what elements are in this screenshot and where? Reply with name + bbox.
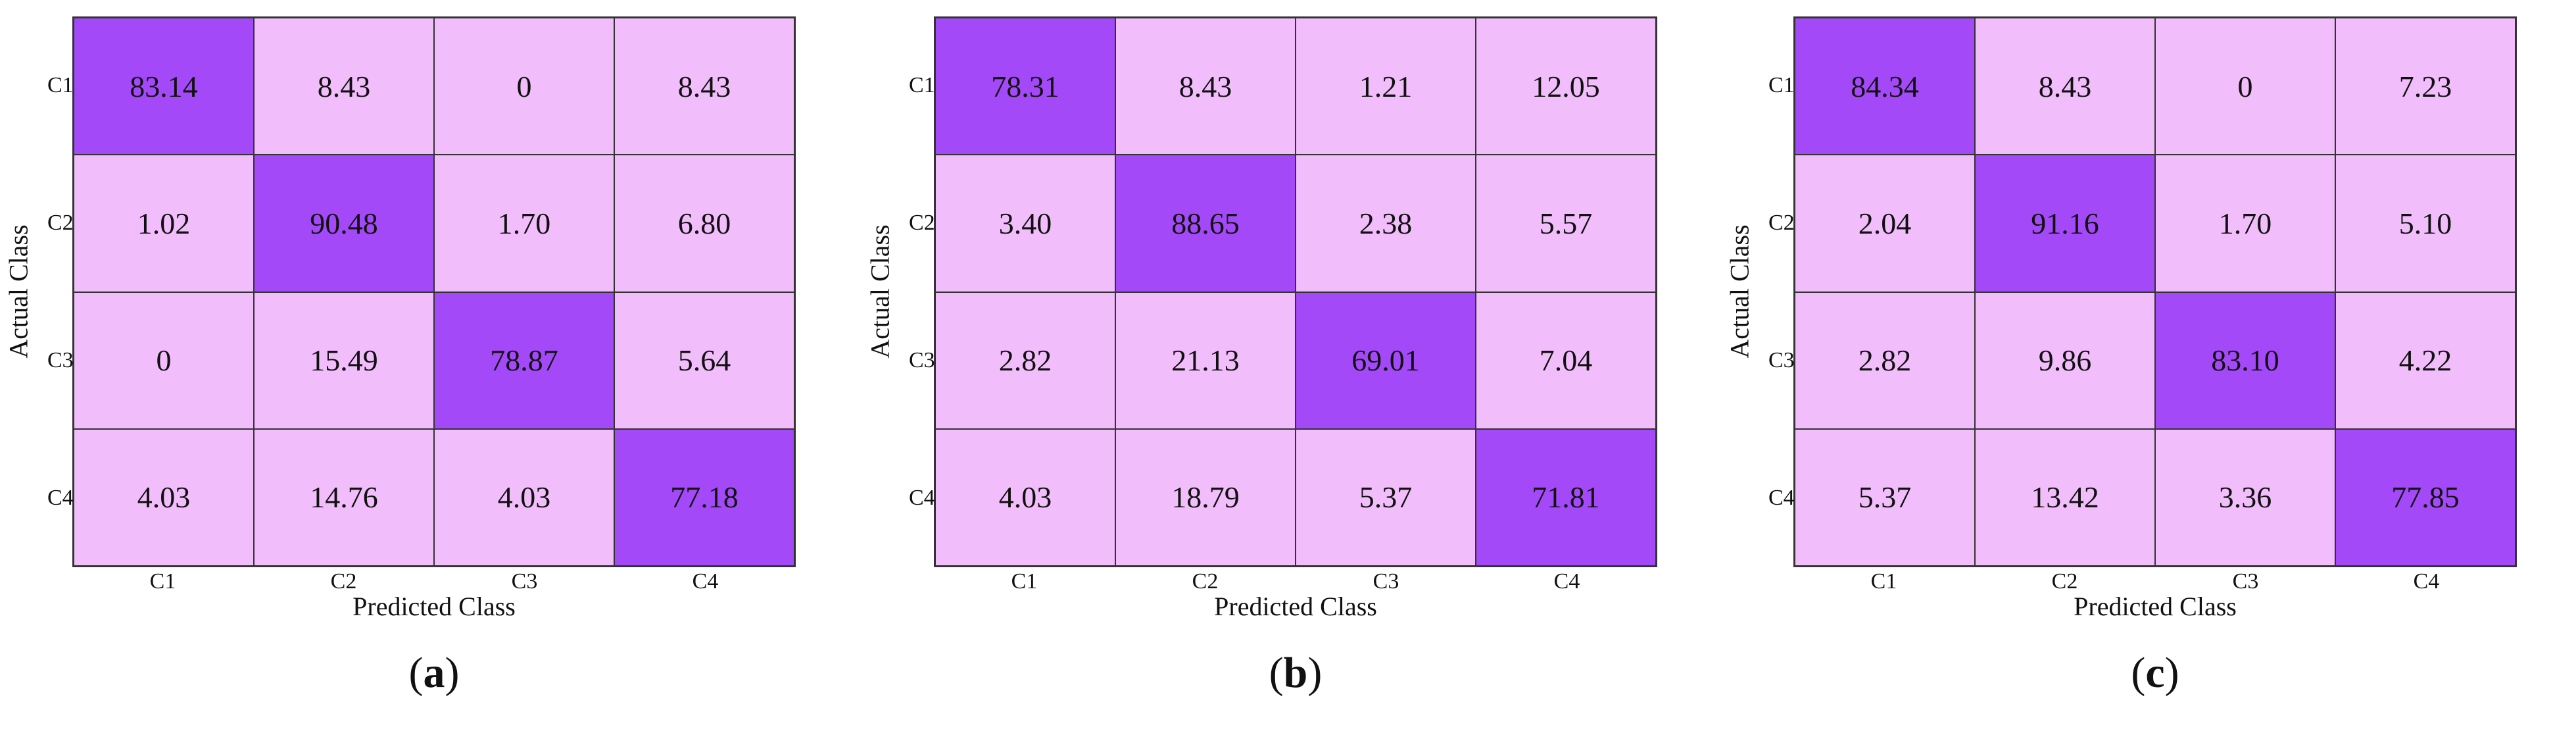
x-tick-label: C3 bbox=[1373, 569, 1399, 594]
panel-label: (b) bbox=[1269, 649, 1323, 697]
confusion-matrix-grid: 78.31 8.43 1.21 12.05 3.40 88.65 2.38 5.57 2.82 2… bbox=[934, 16, 1657, 567]
matrix-cell: 69.01 bbox=[1296, 292, 1476, 429]
y-axis-label: Actual Class bbox=[865, 224, 895, 359]
matrix-cell: 77.18 bbox=[614, 428, 794, 566]
matrix-cell: 2.04 bbox=[1795, 155, 1975, 292]
confusion-matrix-panel-c: 84.34 8.43 0 7.23 2.04 91.16 1.70 5.10 2.82 9.86 8… bbox=[1721, 0, 2576, 737]
y-tick-label: C1 bbox=[1768, 72, 1795, 97]
x-tick-label: C4 bbox=[1553, 569, 1580, 594]
matrix-cell: 12.05 bbox=[1476, 18, 1656, 155]
x-tick-label: C2 bbox=[2051, 569, 2078, 594]
x-tick-label: C1 bbox=[1870, 569, 1897, 594]
matrix-cell: 2.82 bbox=[1795, 292, 1975, 429]
matrix-cell: 7.23 bbox=[2335, 18, 2515, 155]
matrix-cell: 18.79 bbox=[1115, 428, 1296, 566]
matrix-cell: 91.16 bbox=[1975, 155, 2155, 292]
matrix-cell: 4.03 bbox=[935, 428, 1115, 566]
y-tick-label: C2 bbox=[909, 210, 935, 235]
matrix-cell: 5.10 bbox=[2335, 155, 2515, 292]
matrix-cell: 83.10 bbox=[2155, 292, 2335, 429]
matrix-cell: 1.02 bbox=[74, 155, 254, 292]
panel-letter: b bbox=[1283, 649, 1308, 697]
matrix-cell: 8.43 bbox=[1115, 18, 1296, 155]
matrix-cell: 8.43 bbox=[614, 18, 794, 155]
matrix-cell: 5.37 bbox=[1296, 428, 1476, 566]
y-tick-label: C4 bbox=[909, 486, 935, 511]
panel-label: (a) bbox=[408, 649, 460, 697]
x-tick-label: C2 bbox=[330, 569, 357, 594]
y-tick-label: C4 bbox=[47, 486, 74, 511]
confusion-matrix-grid: 84.34 8.43 0 7.23 2.04 91.16 1.70 5.10 2.82 9.86 8… bbox=[1793, 16, 2517, 567]
matrix-cell: 78.87 bbox=[434, 292, 614, 429]
x-axis-label: Predicted Class bbox=[1214, 592, 1377, 621]
panel-letter: a bbox=[423, 649, 445, 697]
x-tick-label: C3 bbox=[511, 569, 538, 594]
matrix-cell: 7.04 bbox=[1476, 292, 1656, 429]
matrix-cell: 77.85 bbox=[2335, 428, 2515, 566]
x-tick-label: C4 bbox=[2413, 569, 2440, 594]
y-axis-label: Actual Class bbox=[3, 224, 34, 359]
matrix-cell: 0 bbox=[74, 292, 254, 429]
matrix-cell: 21.13 bbox=[1115, 292, 1296, 429]
x-tick-label: C3 bbox=[2232, 569, 2259, 594]
panel-label: (c) bbox=[2131, 649, 2179, 697]
matrix-cell: 8.43 bbox=[1975, 18, 2155, 155]
matrix-cell: 88.65 bbox=[1115, 155, 1296, 292]
matrix-cell: 2.38 bbox=[1296, 155, 1476, 292]
matrix-cell: 5.64 bbox=[614, 292, 794, 429]
y-tick-label: C3 bbox=[1768, 348, 1795, 373]
matrix-cell: 0 bbox=[2155, 18, 2335, 155]
matrix-cell: 84.34 bbox=[1795, 18, 1975, 155]
matrix-cell: 83.14 bbox=[74, 18, 254, 155]
matrix-cell: 6.80 bbox=[614, 155, 794, 292]
matrix-cell: 0 bbox=[434, 18, 614, 155]
matrix-cell: 13.42 bbox=[1975, 428, 2155, 566]
matrix-cell: 2.82 bbox=[935, 292, 1115, 429]
matrix-cell: 4.22 bbox=[2335, 292, 2515, 429]
panel-letter: c bbox=[2145, 649, 2165, 697]
matrix-cell: 9.86 bbox=[1975, 292, 2155, 429]
matrix-cell: 5.37 bbox=[1795, 428, 1975, 566]
matrix-cell: 3.36 bbox=[2155, 428, 2335, 566]
matrix-cell: 8.43 bbox=[254, 18, 434, 155]
matrix-cell: 1.70 bbox=[2155, 155, 2335, 292]
y-tick-label: C1 bbox=[909, 72, 935, 97]
matrix-cell: 3.40 bbox=[935, 155, 1115, 292]
y-tick-label: C2 bbox=[1768, 210, 1795, 235]
y-tick-label: C3 bbox=[47, 348, 74, 373]
x-tick-label: C4 bbox=[692, 569, 719, 594]
matrix-cell: 5.57 bbox=[1476, 155, 1656, 292]
matrix-cell: 15.49 bbox=[254, 292, 434, 429]
x-tick-label: C1 bbox=[1011, 569, 1038, 594]
x-tick-label: C2 bbox=[1192, 569, 1219, 594]
matrix-cell: 14.76 bbox=[254, 428, 434, 566]
x-axis-label: Predicted Class bbox=[2074, 592, 2237, 621]
x-axis-label: Predicted Class bbox=[352, 592, 516, 621]
y-tick-label: C2 bbox=[47, 210, 74, 235]
matrix-cell: 1.21 bbox=[1296, 18, 1476, 155]
confusion-matrix-grid: 83.14 8.43 0 8.43 1.02 90.48 1.70 6.80 0 15.49 78.… bbox=[72, 16, 796, 567]
y-tick-label: C4 bbox=[1768, 486, 1795, 511]
matrix-cell: 4.03 bbox=[74, 428, 254, 566]
x-tick-label: C1 bbox=[149, 569, 176, 594]
confusion-matrix-panel-a: 83.14 8.43 0 8.43 1.02 90.48 1.70 6.80 0 15.49 78.… bbox=[0, 0, 855, 737]
matrix-cell: 90.48 bbox=[254, 155, 434, 292]
y-axis-label: Actual Class bbox=[1724, 224, 1755, 359]
y-tick-label: C3 bbox=[909, 348, 935, 373]
matrix-cell: 71.81 bbox=[1476, 428, 1656, 566]
matrix-cell: 78.31 bbox=[935, 18, 1115, 155]
y-tick-label: C1 bbox=[47, 72, 74, 97]
matrix-cell: 4.03 bbox=[434, 428, 614, 566]
confusion-matrix-panel-b: 78.31 8.43 1.21 12.05 3.40 88.65 2.38 5.57 2.82 2… bbox=[862, 0, 1716, 737]
matrix-cell: 1.70 bbox=[434, 155, 614, 292]
